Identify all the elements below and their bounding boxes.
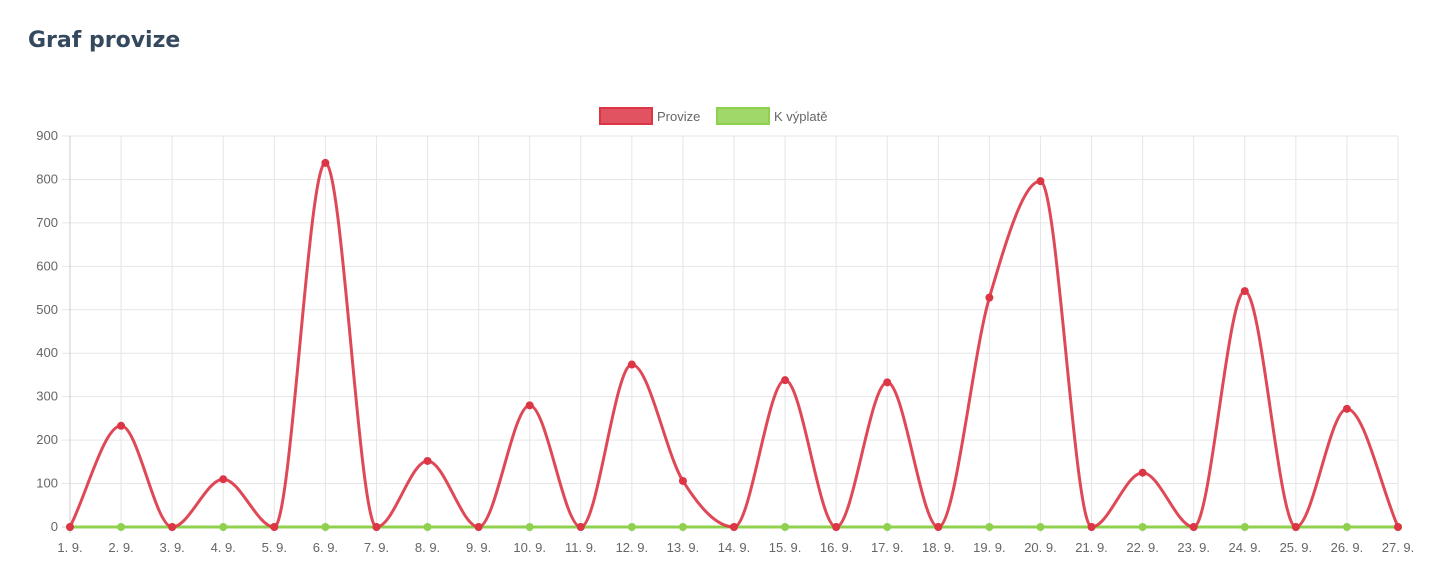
x-tick-label: 12. 9. [616, 540, 649, 555]
data-point-provize[interactable] [372, 523, 381, 531]
legend-label[interactable]: Provize [657, 109, 700, 124]
data-point-k-v-plat-[interactable] [883, 523, 892, 531]
x-tick-label: 2. 9. [108, 540, 133, 555]
x-tick-label: 25. 9. [1280, 540, 1313, 555]
data-point-k-v-plat-[interactable] [219, 523, 228, 531]
data-point-provize[interactable] [1036, 177, 1045, 186]
x-tick-label: 22. 9. [1126, 540, 1159, 555]
data-point-provize[interactable] [66, 523, 74, 531]
y-tick-label: 700 [36, 215, 58, 230]
x-tick-label: 15. 9. [769, 540, 802, 555]
x-tick-label: 3. 9. [160, 540, 185, 555]
y-tick-label: 600 [36, 258, 58, 273]
data-point-provize[interactable] [117, 421, 126, 430]
x-tick-label: 9. 9. [466, 540, 491, 555]
x-tick-label: 19. 9. [973, 540, 1006, 555]
x-tick-label: 1. 9. [57, 540, 82, 555]
data-point-provize[interactable] [1394, 523, 1402, 531]
x-tick-label: 24. 9. [1229, 540, 1262, 555]
x-tick-label: 6. 9. [313, 540, 338, 555]
x-tick-label: 17. 9. [871, 540, 904, 555]
data-point-provize[interactable] [781, 376, 790, 385]
data-point-provize[interactable] [627, 360, 636, 369]
legend-label[interactable]: K výplatě [774, 109, 827, 124]
data-point-k-v-plat-[interactable] [985, 523, 994, 531]
series-layer [66, 158, 1402, 531]
data-point-k-v-plat-[interactable] [321, 523, 330, 531]
data-point-provize[interactable] [934, 523, 943, 531]
y-tick-label: 400 [36, 345, 58, 360]
data-point-k-v-plat-[interactable] [627, 523, 636, 531]
data-point-provize[interactable] [576, 523, 585, 531]
page-title: Graf provize [28, 28, 181, 53]
y-tick-label: 500 [36, 302, 58, 317]
y-tick-label: 0 [51, 519, 58, 534]
x-tick-label: 21. 9. [1075, 540, 1108, 555]
legend-swatch[interactable] [716, 107, 770, 125]
data-point-k-v-plat-[interactable] [117, 523, 126, 531]
data-point-provize[interactable] [219, 475, 228, 484]
x-tick-label: 4. 9. [211, 540, 236, 555]
data-point-provize[interactable] [423, 456, 432, 465]
data-point-k-v-plat-[interactable] [781, 523, 790, 531]
data-point-provize[interactable] [321, 158, 330, 167]
data-point-k-v-plat-[interactable] [1240, 523, 1249, 531]
data-point-provize[interactable] [525, 401, 534, 410]
data-point-k-v-plat-[interactable] [1036, 523, 1045, 531]
data-point-provize[interactable] [832, 523, 841, 531]
x-tick-label: 20. 9. [1024, 540, 1057, 555]
x-tick-label: 14. 9. [718, 540, 751, 555]
y-tick-label: 300 [36, 389, 58, 404]
data-point-provize[interactable] [168, 523, 177, 531]
data-point-provize[interactable] [1291, 523, 1300, 531]
data-point-k-v-plat-[interactable] [525, 523, 534, 531]
data-point-provize[interactable] [474, 523, 483, 531]
data-point-k-v-plat-[interactable] [1138, 523, 1147, 531]
data-point-provize[interactable] [883, 378, 892, 387]
data-point-provize[interactable] [270, 523, 279, 531]
data-point-provize[interactable] [1189, 523, 1198, 531]
x-tick-label: 13. 9. [667, 540, 700, 555]
y-tick-label: 100 [36, 476, 58, 491]
data-point-provize[interactable] [678, 476, 687, 485]
x-tick-label: 16. 9. [820, 540, 853, 555]
x-tick-label: 8. 9. [415, 540, 440, 555]
data-point-provize[interactable] [1138, 468, 1147, 477]
x-tick-label: 26. 9. [1331, 540, 1364, 555]
axis-layer: 0 100 200 300 400 500 600 700 800 900 1. 9. 2. 9. 3.… [36, 128, 1414, 555]
data-point-provize[interactable] [1342, 404, 1351, 413]
x-tick-label: 11. 9. [565, 540, 597, 555]
chart-legend[interactable]: Provize K výplatě [599, 107, 827, 125]
data-point-k-v-plat-[interactable] [423, 523, 432, 531]
x-tick-label: 18. 9. [922, 540, 955, 555]
legend-swatch[interactable] [599, 107, 653, 125]
data-point-provize[interactable] [1087, 523, 1096, 531]
x-tick-label: 7. 9. [364, 540, 389, 555]
x-tick-label: 5. 9. [262, 540, 287, 555]
x-tick-label: 27. 9. [1382, 540, 1415, 555]
data-point-k-v-plat-[interactable] [1342, 523, 1351, 531]
data-point-provize[interactable] [1240, 287, 1249, 296]
legend-item[interactable]: K výplatě [716, 107, 827, 125]
legend-item[interactable]: Provize [599, 107, 700, 125]
grid-layer [62, 135, 1399, 533]
data-point-provize[interactable] [985, 293, 994, 302]
data-point-k-v-plat-[interactable] [678, 523, 687, 531]
y-tick-label: 200 [36, 432, 58, 447]
x-tick-label: 10. 9. [513, 540, 546, 555]
x-tick-label: 23. 9. [1177, 540, 1210, 555]
data-point-provize[interactable] [730, 523, 738, 531]
y-tick-label: 800 [36, 171, 58, 186]
y-tick-label: 900 [36, 128, 58, 143]
